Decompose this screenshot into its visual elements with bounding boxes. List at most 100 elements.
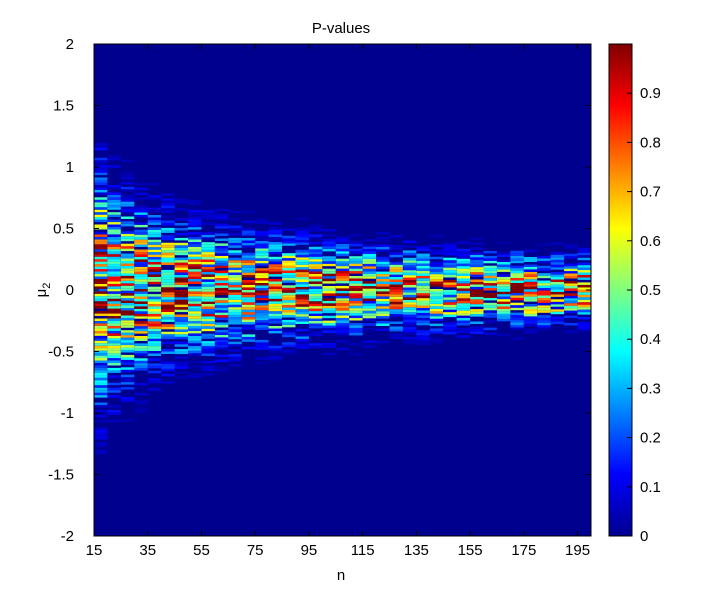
heatmap-cell — [416, 253, 430, 257]
heatmap-cell — [470, 294, 484, 297]
heatmap-cell — [120, 285, 135, 289]
heatmap-cell — [214, 329, 229, 333]
heatmap-cell — [161, 334, 175, 337]
heatmap-cell — [376, 306, 390, 309]
heatmap-cell — [201, 373, 215, 376]
heatmap-cell — [147, 346, 162, 349]
heatmap-cell — [335, 248, 350, 252]
heatmap-cell — [308, 236, 323, 240]
heatmap-cell — [161, 361, 175, 364]
heatmap-cell — [94, 177, 108, 180]
heatmap-cell — [389, 328, 403, 332]
heatmap-cell — [577, 304, 591, 308]
heatmap-cell — [429, 311, 444, 314]
heatmap-cell — [470, 311, 484, 315]
heatmap-cell — [94, 276, 108, 279]
heatmap-cell — [228, 329, 242, 332]
heatmap-cell — [483, 250, 497, 254]
heatmap-cell — [161, 255, 175, 258]
heatmap-cell — [228, 364, 242, 367]
heatmap-cell — [255, 270, 269, 274]
heatmap-cell — [282, 305, 296, 308]
heatmap-cell — [564, 310, 578, 314]
heatmap-cell — [510, 307, 524, 311]
heatmap-cell — [134, 214, 148, 218]
heatmap-cell — [537, 327, 551, 331]
heatmap-cell — [107, 194, 121, 198]
heatmap-cell — [214, 369, 229, 372]
heatmap-cell — [107, 157, 121, 161]
heatmap-cell — [402, 309, 417, 313]
heatmap-cell — [295, 284, 309, 287]
heatmap-cell — [429, 264, 444, 267]
heatmap-cell — [228, 257, 242, 261]
heatmap-cell — [214, 216, 229, 219]
colorbar-tick-label: 0 — [640, 528, 648, 545]
heatmap-cell — [308, 274, 323, 277]
heatmap-cell — [483, 285, 497, 288]
heatmap-cell — [120, 317, 135, 321]
heatmap-cell — [120, 359, 135, 363]
heatmap-cell — [268, 227, 282, 230]
heatmap-cell — [107, 261, 121, 265]
heatmap-cell — [214, 280, 229, 283]
heatmap-cell — [107, 363, 121, 366]
heatmap-cell — [362, 276, 376, 279]
heatmap-cell — [255, 283, 269, 286]
heatmap-cell — [483, 307, 497, 311]
heatmap-cell — [282, 342, 296, 345]
heatmap-cell — [335, 241, 350, 244]
heatmap-cell — [161, 368, 175, 372]
heatmap-cell — [268, 249, 282, 252]
heatmap-cell — [402, 265, 417, 268]
heatmap-cell — [577, 307, 591, 310]
heatmap-cell — [107, 291, 121, 294]
heatmap-cell — [188, 321, 202, 324]
heatmap-cell — [510, 273, 524, 276]
heatmap-cell — [188, 353, 202, 356]
heatmap-cell — [376, 321, 390, 324]
heatmap-cell — [134, 345, 148, 349]
heatmap-cell — [214, 233, 229, 236]
heatmap-cell — [201, 294, 215, 297]
heatmap-cell — [94, 170, 108, 173]
heatmap-cell — [134, 286, 148, 290]
heatmap-cell — [577, 265, 591, 268]
heatmap-cell — [322, 303, 336, 306]
heatmap-cell — [416, 342, 430, 346]
heatmap-cell — [107, 259, 121, 262]
heatmap-cell — [550, 279, 565, 282]
heatmap-cell — [389, 304, 403, 307]
heatmap-cell — [483, 320, 497, 323]
heatmap-cell — [443, 270, 457, 273]
heatmap-cell — [94, 227, 108, 230]
heatmap-cell — [349, 290, 363, 294]
heatmap-cell — [107, 264, 121, 267]
heatmap-cell — [188, 251, 202, 255]
heatmap-cell — [376, 291, 390, 294]
heatmap-cell — [416, 270, 430, 274]
heatmap-cell — [402, 260, 417, 263]
heatmap-cell — [268, 271, 282, 275]
heatmap-cell — [174, 218, 188, 221]
heatmap-cell — [389, 314, 403, 317]
heatmap-cell — [161, 373, 175, 377]
heatmap-cell — [376, 279, 390, 282]
heatmap-cell — [94, 395, 108, 398]
heatmap-cell — [268, 358, 282, 361]
heatmap-cell — [349, 295, 363, 299]
heatmap-cell — [349, 268, 363, 272]
heatmap-cell — [188, 217, 202, 220]
heatmap-cell — [174, 200, 188, 204]
heatmap-cell — [510, 325, 524, 328]
heatmap-cell — [550, 274, 565, 278]
heatmap-cell — [429, 274, 444, 277]
heatmap-cell — [188, 313, 202, 317]
heatmap-cell — [120, 258, 135, 261]
heatmap-cell — [134, 360, 148, 364]
heatmap-cell — [147, 353, 162, 356]
heatmap-cell — [268, 321, 282, 324]
heatmap-cell — [107, 246, 121, 250]
heatmap-cell — [201, 242, 215, 245]
heatmap-cell — [241, 334, 256, 337]
